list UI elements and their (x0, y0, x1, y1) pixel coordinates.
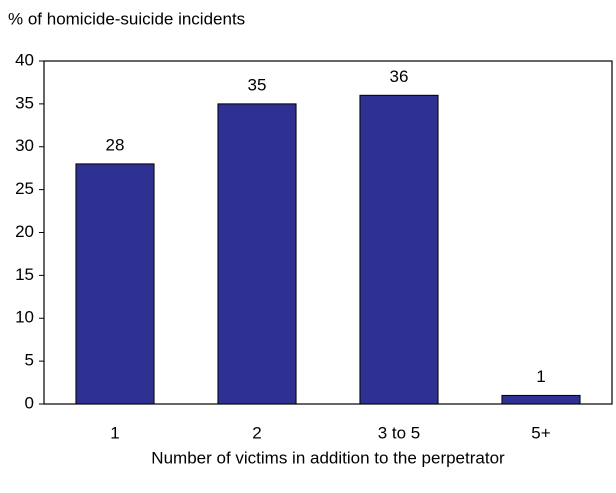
bar (501, 394, 581, 405)
value-label: 35 (248, 75, 267, 94)
y-tick-label: 30 (15, 136, 34, 155)
x-axis-title: Number of victims in addition to the per… (151, 448, 505, 467)
y-tick-label: 35 (15, 93, 34, 112)
value-label: 28 (106, 135, 125, 154)
bar (359, 94, 439, 405)
y-axis-title: % of homicide-suicide incidents (8, 9, 245, 28)
x-tick-label: 1 (110, 423, 119, 442)
y-tick-label: 0 (25, 393, 34, 412)
bar (75, 163, 155, 405)
y-tick-label: 20 (15, 222, 34, 241)
y-tick-label: 25 (15, 179, 34, 198)
x-tick-label: 5+ (531, 423, 550, 442)
x-tick-label: 3 to 5 (378, 423, 421, 442)
bar (217, 103, 297, 405)
y-tick-label: 40 (15, 50, 34, 69)
y-tick-label: 15 (15, 265, 34, 284)
x-tick-label: 2 (252, 423, 261, 442)
value-label: 1 (536, 367, 545, 386)
y-tick-label: 5 (25, 351, 34, 370)
value-label: 36 (390, 67, 409, 86)
y-tick-label: 10 (15, 308, 34, 327)
